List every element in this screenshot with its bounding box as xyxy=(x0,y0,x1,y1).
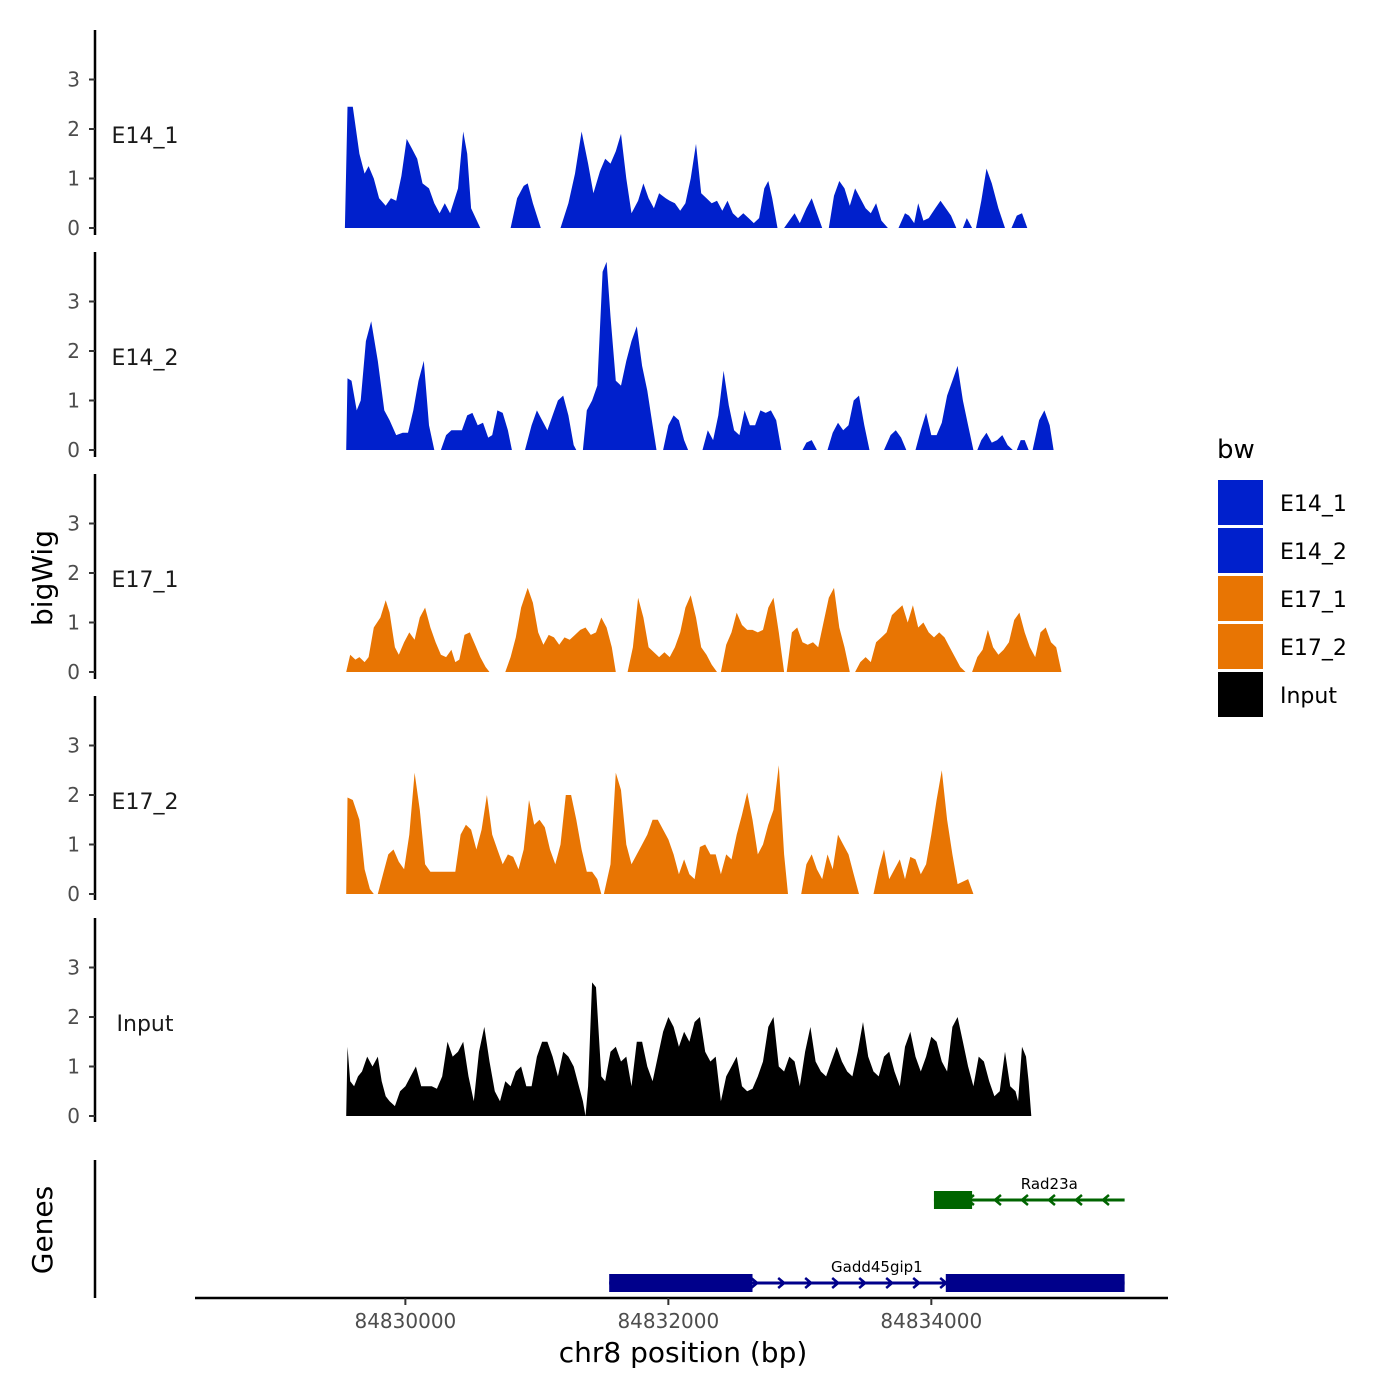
signal-area xyxy=(346,261,1054,450)
strand-arrow xyxy=(777,1277,787,1289)
y-tick-label: 0 xyxy=(67,216,80,240)
y-tick-label: 3 xyxy=(67,956,80,980)
strand-arrow xyxy=(804,1277,814,1289)
gene-Gadd45gip1: Gadd45gip1 xyxy=(609,1258,1125,1292)
strand-arrow xyxy=(831,1277,841,1289)
track-label: E14_1 xyxy=(112,124,179,149)
legend: bw E14_1 E14_2 E17_1 E17_2 Input xyxy=(1217,435,1347,717)
y-tick-label: 0 xyxy=(67,1104,80,1128)
x-tick-label: 84832000 xyxy=(617,1309,719,1333)
strand-arrow xyxy=(1101,1194,1110,1206)
y-tick-label: 1 xyxy=(67,833,80,857)
x-axis: 84830000 84832000 84834000 xyxy=(195,1296,1168,1333)
track-E14_1: 0 1 2 3 E14_1 xyxy=(67,30,1028,240)
track-E14_2: 0 1 2 3 E14_2 xyxy=(67,252,1054,462)
y-tick-label: 0 xyxy=(67,660,80,684)
signal-area xyxy=(346,982,1032,1116)
y-tick-label: 0 xyxy=(67,438,80,462)
gene-track: Rad23a Gadd45gip1 xyxy=(93,1160,1125,1298)
track-panels: 0 1 2 3 E14_1 0 1 2 3 E14_2 0 1 2 3 E17_1 0 1 2 3 E17_2 0 1 2 3… xyxy=(67,30,1062,1128)
legend-label: E14_2 xyxy=(1280,540,1347,565)
y-tick-label: 1 xyxy=(67,167,80,191)
track-label: E17_2 xyxy=(112,790,179,815)
legend-label: E17_2 xyxy=(1280,636,1347,661)
y-tick-label: 2 xyxy=(67,339,80,363)
y-tick-label: 1 xyxy=(67,389,80,413)
track-E17_1: 0 1 2 3 E17_1 xyxy=(67,474,1062,684)
y-tick-label: 0 xyxy=(67,882,80,906)
y-tick-label: 3 xyxy=(67,512,80,536)
gene-exon xyxy=(609,1274,753,1292)
gene-exon xyxy=(945,1274,1125,1292)
strand-arrow xyxy=(912,1277,922,1289)
legend-label: E17_1 xyxy=(1280,588,1347,613)
strand-arrow xyxy=(1074,1194,1083,1206)
y-tick-label: 3 xyxy=(67,290,80,314)
gene-label: Rad23a xyxy=(1021,1175,1078,1193)
track-E17_2: 0 1 2 3 E17_2 xyxy=(67,696,974,906)
y-tick-label: 2 xyxy=(67,561,80,585)
x-tick-label: 84834000 xyxy=(880,1309,982,1333)
track-Input: 0 1 2 3 Input xyxy=(67,918,1032,1128)
y-tick-label: 1 xyxy=(67,1055,80,1079)
gene-Rad23a: Rad23a xyxy=(933,1175,1125,1209)
gene-exon xyxy=(933,1191,973,1209)
signal-area xyxy=(344,106,1028,228)
x-tick-label: 84830000 xyxy=(354,1309,456,1333)
y-tick-label: 2 xyxy=(67,117,80,141)
legend-swatch xyxy=(1218,672,1263,717)
y-tick-label: 2 xyxy=(67,783,80,807)
legend-label: Input xyxy=(1280,684,1337,709)
gene-label: Gadd45gip1 xyxy=(831,1258,923,1276)
signal-area xyxy=(346,587,1062,672)
track-label: E17_1 xyxy=(112,568,179,593)
legend-label: E14_1 xyxy=(1280,492,1347,517)
y-tick-label: 3 xyxy=(67,68,80,92)
strand-arrow xyxy=(1047,1194,1056,1206)
legend-swatch xyxy=(1218,480,1263,525)
track-label: E14_2 xyxy=(112,346,179,371)
y-axis-title: bigWig xyxy=(26,530,59,626)
y-tick-label: 2 xyxy=(67,1005,80,1029)
signal-area xyxy=(346,765,974,894)
x-axis-title: chr8 position (bp) xyxy=(559,1336,808,1369)
strand-arrow xyxy=(993,1194,1002,1206)
strand-arrow xyxy=(858,1277,868,1289)
y-tick-label: 3 xyxy=(67,734,80,758)
legend-swatch xyxy=(1218,528,1263,573)
legend-swatch xyxy=(1218,624,1263,669)
genes-axis-title: Genes xyxy=(26,1186,59,1274)
track-label: Input xyxy=(117,1012,174,1037)
strand-arrow xyxy=(885,1277,895,1289)
y-tick-label: 1 xyxy=(67,611,80,635)
strand-arrow xyxy=(750,1277,760,1289)
legend-swatch xyxy=(1218,576,1263,621)
legend-title: bw xyxy=(1217,435,1255,465)
strand-arrow xyxy=(1020,1194,1029,1206)
